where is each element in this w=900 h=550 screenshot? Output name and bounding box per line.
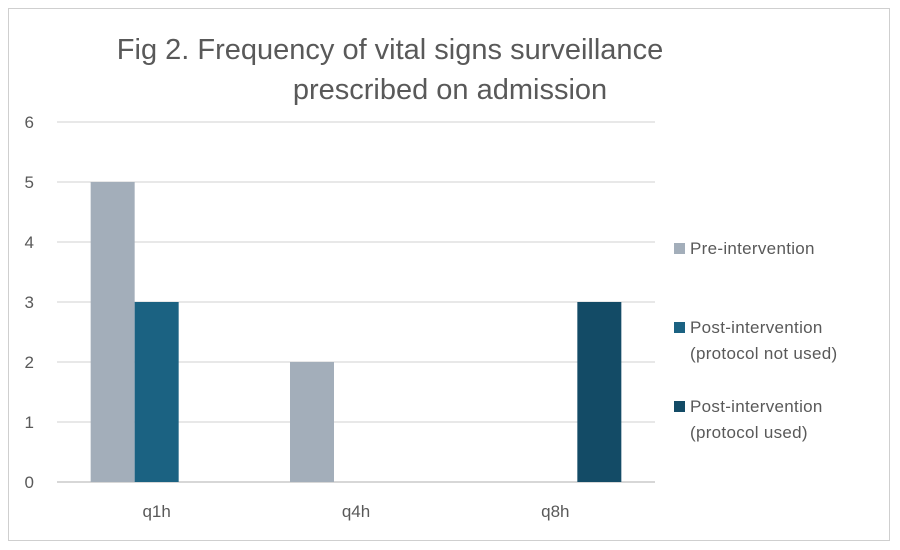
y-tick-label: 4 [25,233,34,252]
y-tick-label: 3 [25,293,34,312]
x-tick-label: q1h [142,502,170,521]
legend-label-pre: Pre-intervention [690,239,815,258]
legend-swatch-post-used [674,401,685,412]
y-tick-label: 5 [25,173,34,192]
x-tick-label: q8h [541,502,569,521]
y-tick-label: 0 [25,473,34,492]
legend-label-post-used: Post-intervention (protocol used) [690,397,823,442]
y-tick-label: 1 [25,413,34,432]
chart-title-line-1: Fig 2. Frequency of vital signs surveill… [116,34,664,66]
y-tick-label: 2 [25,353,34,372]
legend-item-post-protocol-used: Post-intervention (protocol used) [674,394,823,446]
legend-label-post-not-used: Post-intervention (protocol not used) [690,318,838,363]
y-tick-label: 6 [25,113,34,132]
chart-title-line-2: prescribed on admission [292,74,608,106]
legend-item-post-protocol-not-used: Post-intervention (protocol not used) [674,315,837,367]
legend-item-pre-intervention: Pre-intervention [674,236,815,262]
bar-q8h-series-2 [577,302,622,482]
legend-swatch-post-not-used [674,322,685,333]
bar-q1h-series-0 [90,182,135,482]
legend-swatch-pre [674,243,685,254]
x-tick-label: q4h [342,502,370,521]
bar-q4h-series-0 [290,362,334,482]
bar-q1h-series-1 [134,302,179,482]
